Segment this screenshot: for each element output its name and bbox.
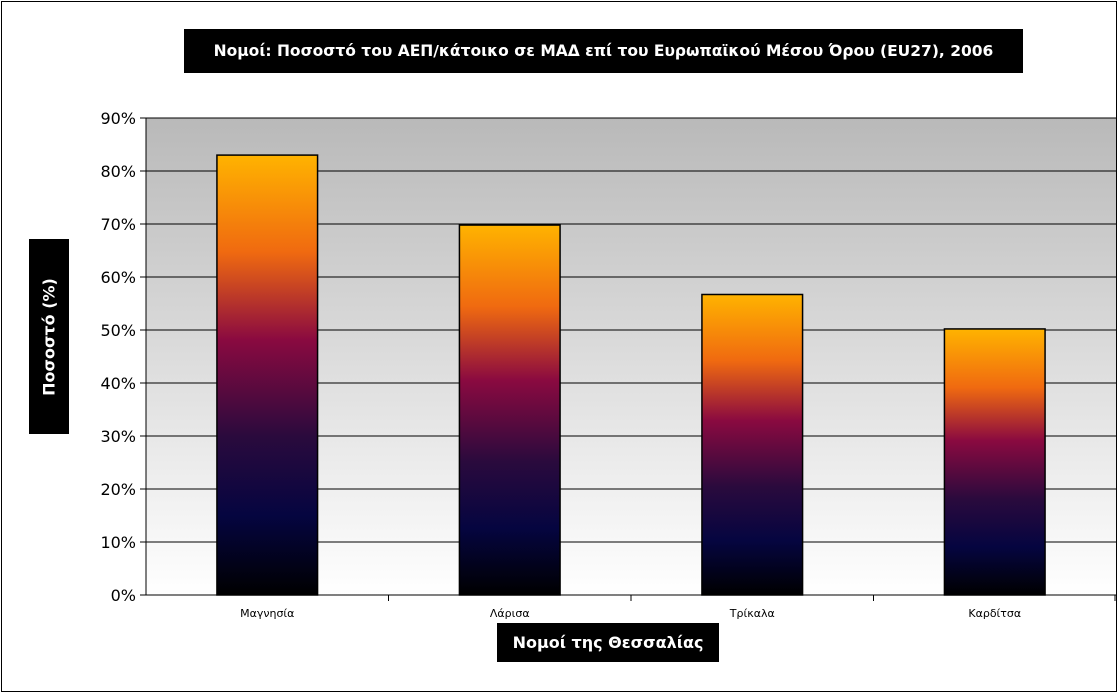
y-tick-label: 30% — [100, 427, 136, 446]
x-tick-label: Μαγνησία — [240, 607, 294, 620]
x-axis-title: Νομοί της Θεσσαλίας — [497, 623, 719, 662]
bar — [216, 154, 319, 596]
y-tick-labels: 0% 10% 20% 30% 40% 50% 60% 70% 80% 90% — [100, 109, 136, 605]
x-tick-label: Καρδίτσα — [968, 607, 1021, 620]
y-tick-label: 60% — [100, 268, 136, 287]
y-axis-title-text: Ποσοστό (%) — [39, 277, 59, 396]
y-tick-label: 80% — [100, 162, 136, 181]
chart-title: Νομοί: Ποσοστό του ΑΕΠ/κάτοικο σε ΜΑΔ επ… — [184, 29, 1023, 73]
y-tick-label: 10% — [100, 533, 136, 552]
y-axis-title: Ποσοστό (%) — [29, 239, 69, 434]
y-tick-label: 20% — [100, 480, 136, 499]
y-tick-label: 0% — [111, 586, 136, 605]
x-tick-label: Λάρισα — [490, 607, 530, 620]
y-tick-label: 40% — [100, 374, 136, 393]
bar — [458, 224, 561, 596]
y-tick-label: 90% — [100, 109, 136, 128]
axes — [140, 117, 1116, 601]
bars — [216, 154, 1046, 596]
y-tick-label: 50% — [100, 321, 136, 340]
x-tick-label: Τρίκαλα — [729, 607, 775, 620]
x-tick-labels: Μαγνησία Λάρισα Τρίκαλα Καρδίτσα — [240, 607, 1021, 620]
bar — [701, 293, 804, 596]
bar — [943, 328, 1046, 596]
y-tick-label: 70% — [100, 215, 136, 234]
